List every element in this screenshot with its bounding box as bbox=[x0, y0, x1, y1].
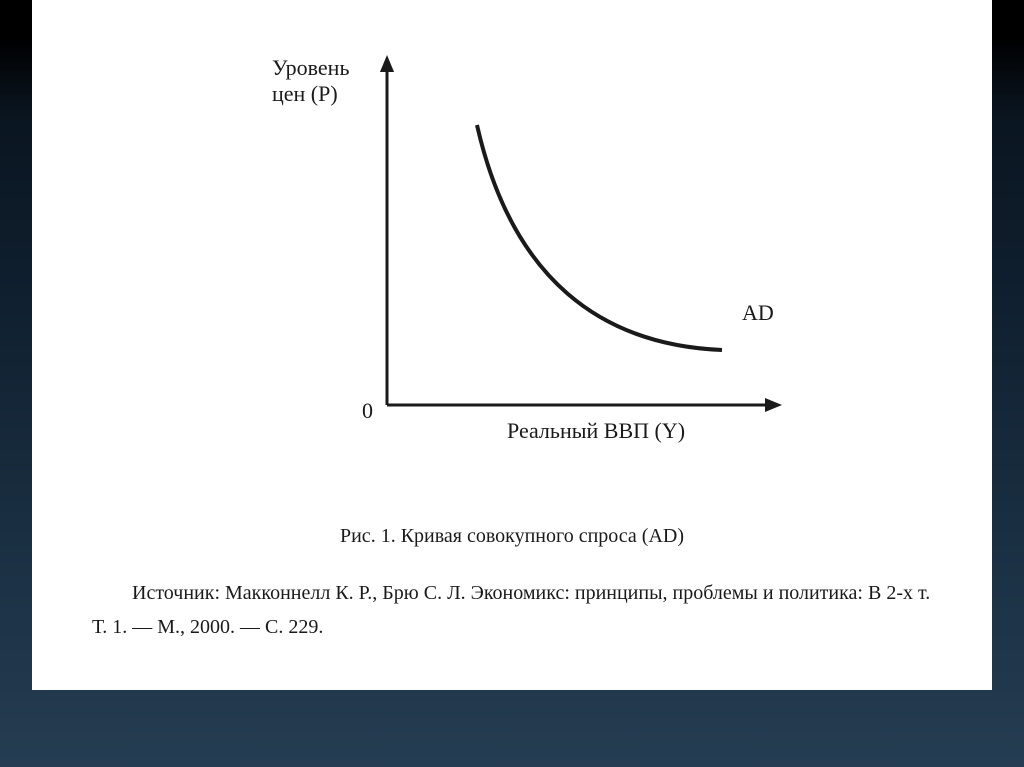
source-citation: Источник: Макконнелл К. Р., Брю С. Л. Эк… bbox=[72, 576, 952, 644]
origin-label: 0 bbox=[362, 398, 373, 424]
chart-svg bbox=[212, 50, 812, 470]
x-axis-arrow bbox=[765, 398, 782, 412]
ad-curve-chart: Уровень цен (P) 0 Реальный ВВП (Y) AD bbox=[212, 50, 812, 480]
y-axis-arrow bbox=[380, 55, 394, 72]
y-axis-label: Уровень цен (P) bbox=[272, 55, 349, 108]
y-axis-label-line1: Уровень bbox=[272, 55, 349, 80]
ad-curve bbox=[477, 125, 722, 350]
x-axis-label: Реальный ВВП (Y) bbox=[507, 418, 685, 444]
curve-label: AD bbox=[742, 300, 774, 326]
y-axis-label-line2: цен (P) bbox=[272, 81, 338, 106]
document-page: Уровень цен (P) 0 Реальный ВВП (Y) AD Ри… bbox=[32, 0, 992, 690]
figure-caption: Рис. 1. Кривая совокупного спроса (AD) bbox=[72, 525, 952, 548]
